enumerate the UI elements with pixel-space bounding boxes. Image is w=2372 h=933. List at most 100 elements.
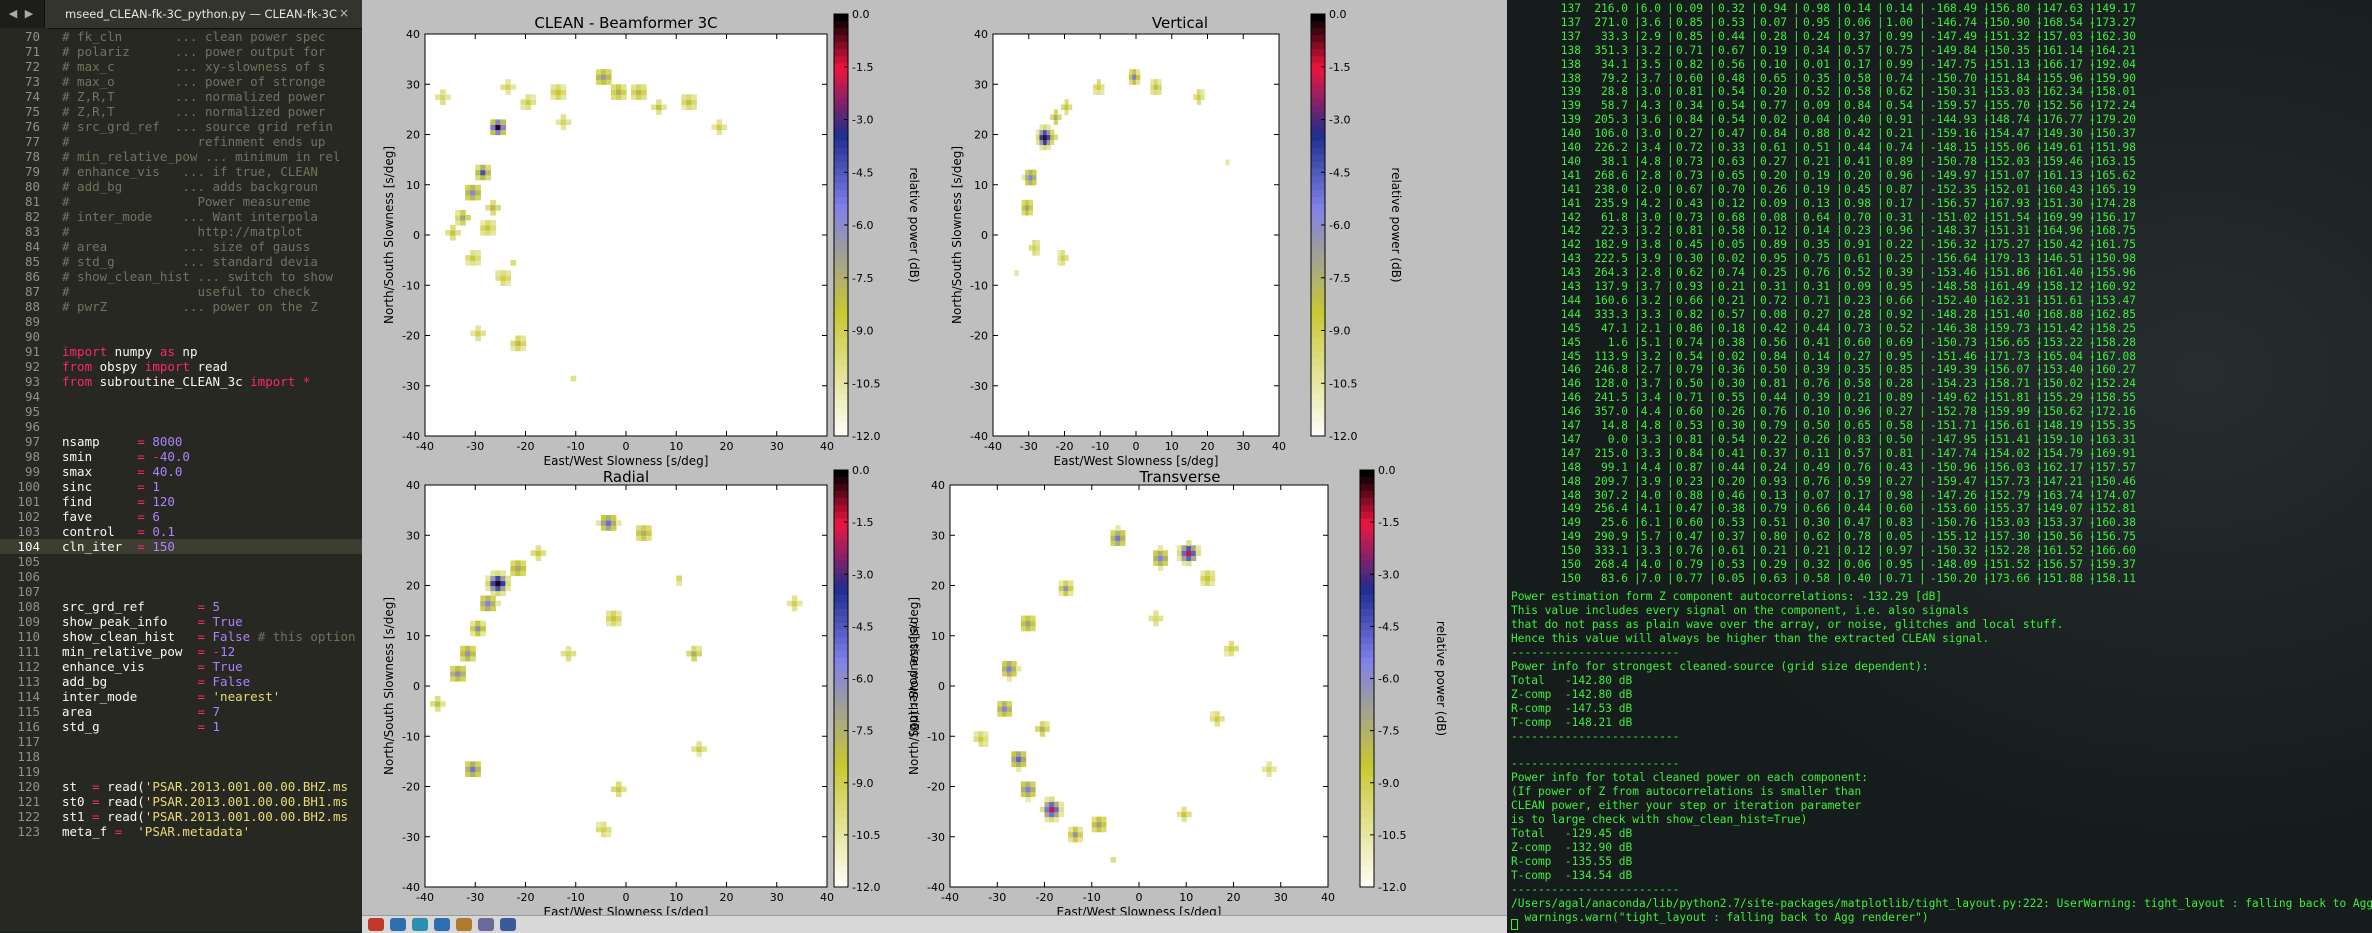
code-line[interactable]: 98 smin = -40.0	[0, 449, 362, 464]
code-line[interactable]: 101 find = 120	[0, 494, 362, 509]
column-divider: |	[2089, 141, 2096, 154]
colorbar-segment	[834, 302, 848, 310]
code-line[interactable]: 109 show_peak_info = True	[0, 614, 362, 629]
colorbar-segment	[1360, 470, 1374, 478]
code-line[interactable]: 121 st0 = read('PSAR.2013.001.00.00.BH1.m…	[0, 794, 362, 809]
y-tick-label: 40	[974, 28, 988, 41]
code-line[interactable]: 113 add_bg = False	[0, 674, 362, 689]
code-line[interactable]: 103 control = 0.1	[0, 524, 362, 539]
terminal-background	[1507, 0, 2372, 932]
code-line[interactable]: 82 # inter_mode ... Want interpola	[0, 209, 362, 224]
code-line[interactable]: 92 from obspy import read	[0, 359, 362, 374]
code-line[interactable]: 97 nsamp = 8000	[0, 434, 362, 449]
column-divider: |	[2036, 238, 2043, 252]
code-line[interactable]: 119	[0, 764, 362, 779]
code-line[interactable]: 112 enhance_vis = True	[0, 659, 362, 674]
forward-icon[interactable]	[412, 918, 428, 931]
code-line[interactable]: 106	[0, 569, 362, 584]
line-number: 70	[24, 29, 40, 44]
code-line[interactable]: 117	[0, 734, 362, 749]
code-line[interactable]: 123 meta_f = 'PSAR.metadata'	[0, 824, 362, 839]
table-cell: 0.49	[1803, 460, 1830, 474]
code-line[interactable]: 104 cln_iter = 150	[0, 539, 362, 554]
code-line[interactable]: 79 # enhance_vis ... if true, CLEAN	[0, 164, 362, 179]
column-divider: |	[1709, 154, 1716, 168]
code-line[interactable]: 71 # polariz ... power output for	[0, 44, 362, 59]
zoom-icon[interactable]	[456, 918, 472, 931]
heatmap-cell	[460, 665, 466, 672]
code-line[interactable]: 108 src_grd_ref = 5	[0, 599, 362, 614]
back-icon[interactable]	[390, 918, 406, 931]
terminal-output[interactable]: 137 216.0 | 6.0 | 0.09 | 0.32 | 0.94 | 0.98 | 0.14 | 0.…	[1507, 0, 2372, 932]
table-cell: 3.8	[1640, 238, 1661, 252]
x-tick-label: 40	[820, 891, 834, 904]
heatmap-cell	[515, 335, 521, 342]
forward-arrow-icon[interactable]: ▶	[24, 7, 34, 20]
colorbar-segment	[1360, 866, 1374, 874]
code-line[interactable]: 94	[0, 389, 362, 404]
code-line[interactable]: 90	[0, 329, 362, 344]
heatmap-cell	[1006, 706, 1012, 712]
code-line[interactable]: 81 # Power measureme	[0, 194, 362, 209]
code-line[interactable]: 84 # area ... size of gauss	[0, 239, 362, 254]
heatmap-cell	[600, 69, 607, 75]
heatmap-cell	[1068, 585, 1074, 592]
code-line[interactable]: 99 smax = 40.0	[0, 464, 362, 479]
code-line[interactable]: 75 # Z,R,T ... normalized power	[0, 104, 362, 119]
column-divider: |	[2036, 349, 2043, 363]
table-cell: 141	[1560, 182, 1581, 196]
colorbar-segment	[834, 119, 848, 128]
editor-tab[interactable]: mseed_CLEAN-fk-3C_python.py — CLEAN-fk-3…	[44, 0, 362, 28]
code-line[interactable]: 93 from subroutine_CLEAN_3c import *	[0, 374, 362, 389]
code-line[interactable]: 77 # refinment ends up	[0, 134, 362, 149]
column-divider: |	[1634, 558, 1641, 571]
code-line[interactable]: 114 inter_mode = 'nearest'	[0, 689, 362, 704]
heatmap-cell	[1100, 84, 1105, 90]
code-line[interactable]: 95	[0, 404, 362, 419]
configure-icon[interactable]	[478, 918, 494, 931]
code-editor[interactable]: ◀ ▶ mseed_CLEAN-fk-3C_python.py — CLEAN-…	[0, 0, 362, 932]
column-divider: |	[1877, 432, 1884, 446]
code-line[interactable]: 85 # std_g ... standard devia	[0, 254, 362, 269]
code-line[interactable]: 118	[0, 749, 362, 764]
colorbar-segment	[1360, 748, 1374, 756]
column-divider: |	[1836, 127, 1843, 141]
pan-icon[interactable]	[434, 918, 450, 931]
code-line[interactable]: 78 # min_relative_pow ... minimum in rel	[0, 149, 362, 164]
code-line[interactable]: 76 # src_grd_ref ... source grid refin	[0, 119, 362, 134]
column-divider: |	[1836, 419, 1843, 432]
code-line[interactable]: 73 # max_o ... power of stronge	[0, 74, 362, 89]
code-line[interactable]: 91 import numpy as np	[0, 344, 362, 359]
code-line[interactable]: 110 show_clean_hist = False # this option	[0, 629, 362, 644]
code-line[interactable]: 111 min_relative_pow = -12	[0, 644, 362, 659]
code-line[interactable]: 100 sinc = 1	[0, 479, 362, 494]
heatmap-cell	[1057, 250, 1062, 256]
code-line[interactable]: 96	[0, 419, 362, 434]
home-icon[interactable]	[368, 918, 384, 931]
code-line[interactable]: 105	[0, 554, 362, 569]
code-line[interactable]: 102 fave = 6	[0, 509, 362, 524]
code-line[interactable]: 89	[0, 314, 362, 329]
code-line[interactable]: 80 # add_bg ... adds backgroun	[0, 179, 362, 194]
column-divider: |	[1709, 363, 1716, 377]
code-line[interactable]: 116 std_g = 1	[0, 719, 362, 734]
heatmap-cell	[1053, 114, 1058, 120]
code-line[interactable]: 87 # useful to check	[0, 284, 362, 299]
close-icon[interactable]: ×	[339, 6, 350, 20]
code-line[interactable]: 115 area = 7	[0, 704, 362, 719]
code-line[interactable]: 83 # http://matplot	[0, 224, 362, 239]
code-line[interactable]: 86 # show_clean_hist ... switch to show	[0, 269, 362, 284]
code-line[interactable]: 70 # fk_cln ... clean power spec	[0, 29, 362, 44]
code-line[interactable]: 88 # pwrZ ... power on the Z	[0, 299, 362, 314]
code-line[interactable]: 107	[0, 584, 362, 599]
table-cell: 0.44	[1803, 321, 1830, 335]
save-icon[interactable]	[500, 918, 516, 931]
heatmap-cell	[1032, 179, 1037, 186]
table-cell: 0.65	[1844, 419, 1871, 432]
code-line[interactable]: 122 st1 = read('PSAR.2013.001.00.00.BH2.m…	[0, 809, 362, 824]
back-arrow-icon[interactable]: ◀	[8, 7, 18, 20]
code-line[interactable]: 72 # max_c ... xy-slowness of s	[0, 59, 362, 74]
heatmap-cell	[1186, 550, 1192, 556]
code-line[interactable]: 74 # Z,R,T ... normalized power	[0, 89, 362, 104]
